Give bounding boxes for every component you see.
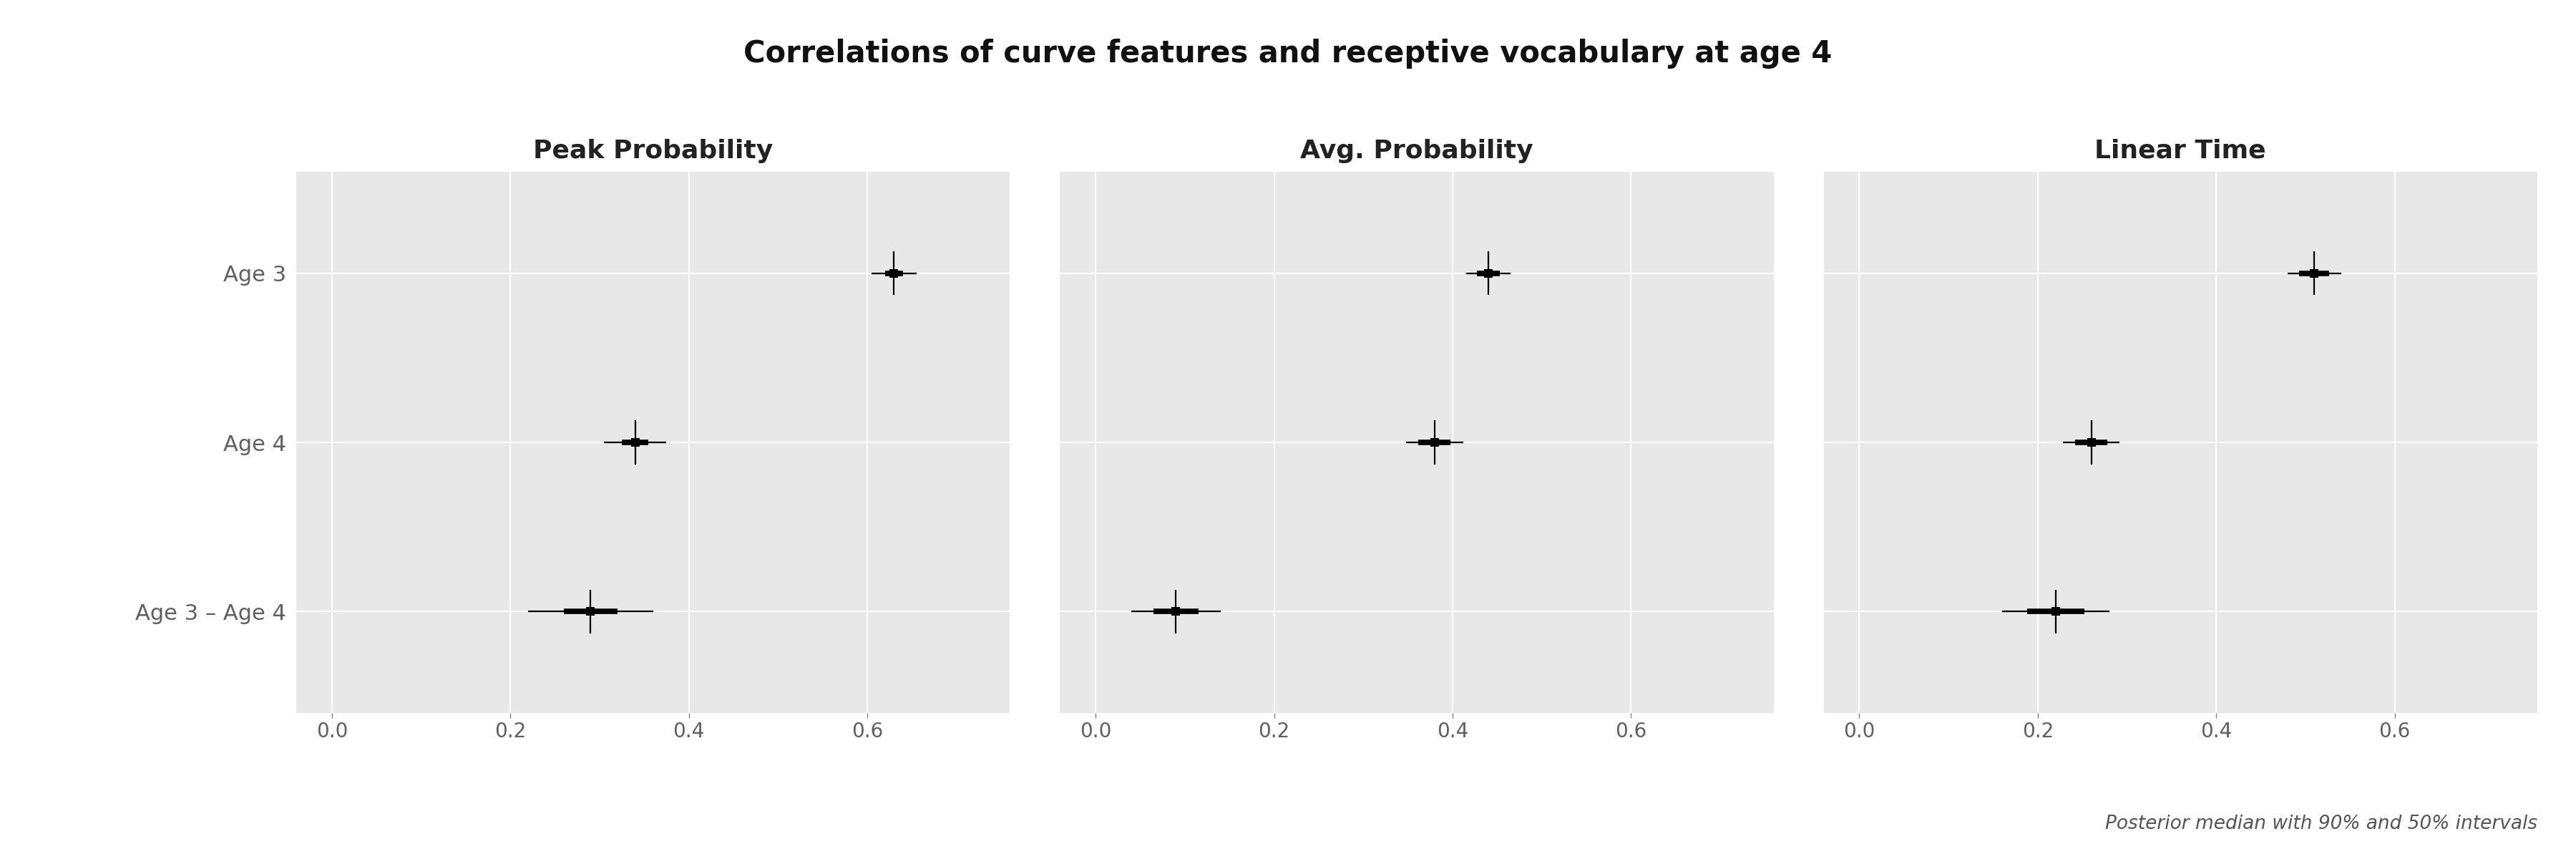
Title: Peak Probability: Peak Probability: [533, 138, 773, 163]
Text: Posterior median with 90% and 50% intervals: Posterior median with 90% and 50% interv…: [2105, 814, 2537, 833]
Text: Correlations of curve features and receptive vocabulary at age 4: Correlations of curve features and recep…: [744, 39, 1832, 69]
Title: Avg. Probability: Avg. Probability: [1301, 138, 1533, 163]
Title: Linear Time: Linear Time: [2094, 138, 2267, 163]
